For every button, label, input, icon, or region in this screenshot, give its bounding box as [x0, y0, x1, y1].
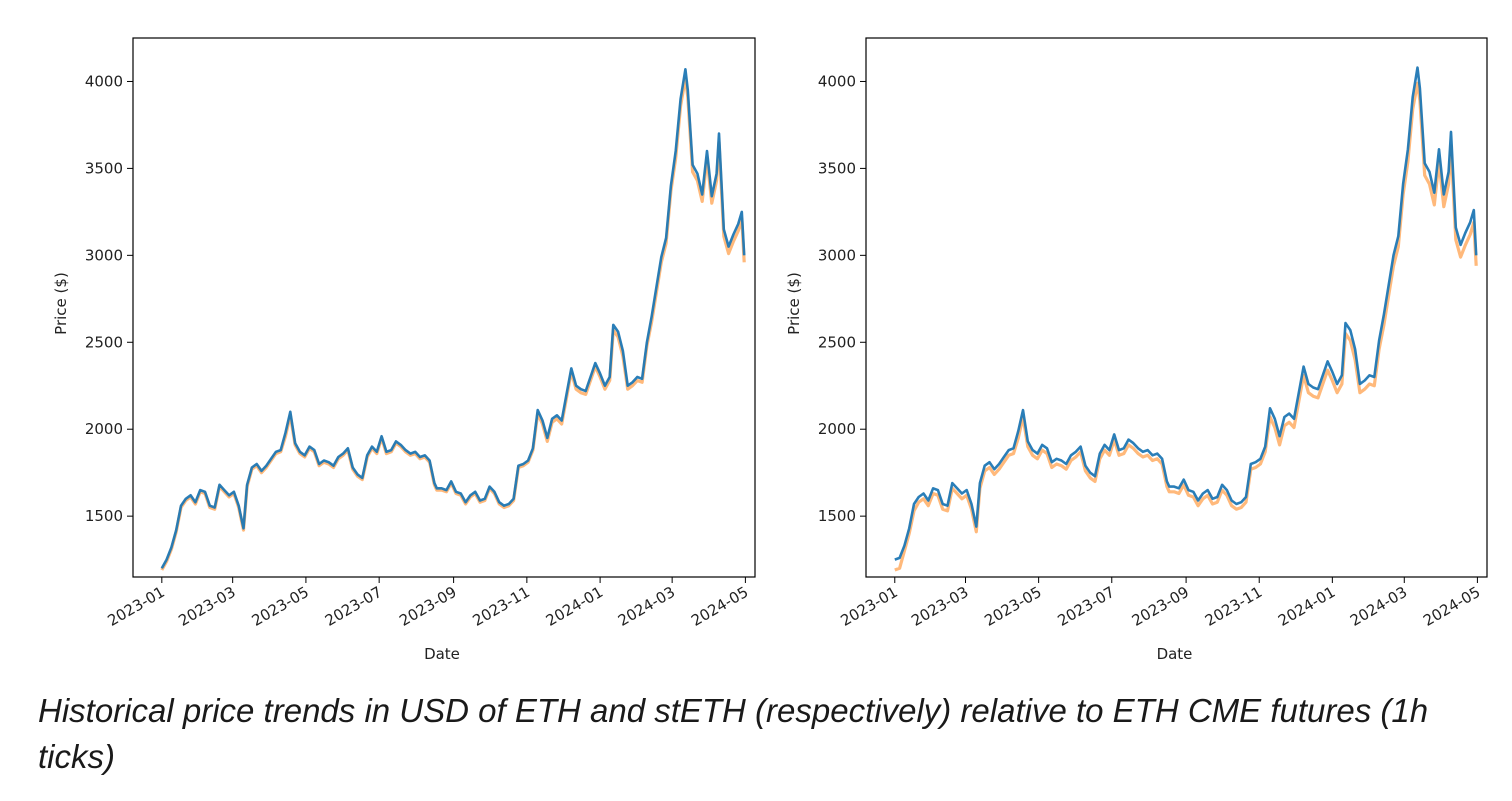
- x-tick-label: 2024-01: [1275, 583, 1338, 630]
- x-tick-label: 2024-01: [543, 583, 606, 630]
- series-line-eth-cme-futures: [160, 76, 746, 571]
- x-tick-label: 2023-05: [981, 583, 1044, 630]
- axes-frame: [132, 37, 756, 578]
- y-tick-label: 1500: [818, 507, 856, 525]
- x-tick-label: 2023-01: [837, 583, 900, 630]
- x-tick-label: 2023-07: [1054, 583, 1117, 630]
- axes-frame: [865, 37, 1488, 578]
- x-tick-label: 2023-01: [105, 583, 168, 630]
- y-tick-label: 2500: [85, 333, 123, 351]
- x-tick-label: 2023-03: [175, 583, 238, 630]
- x-tick-label: 2024-03: [1347, 583, 1410, 630]
- y-tick-label: 4000: [818, 72, 856, 90]
- x-tick-label: 2023-09: [1129, 583, 1192, 630]
- x-tick-label: 2023-05: [249, 583, 312, 630]
- y-tick-label: 3500: [85, 159, 123, 177]
- x-tick-label: 2023-11: [1202, 583, 1265, 630]
- series-line-eth-cme-futures: [894, 81, 1478, 572]
- series-line-eth: [160, 68, 746, 569]
- x-tick-label: 2024-05: [1420, 583, 1483, 630]
- x-tick-label: 2023-07: [322, 583, 385, 630]
- x-tick-label: 2024-05: [688, 583, 751, 630]
- x-tick-label: 2023-11: [470, 583, 533, 630]
- y-tick-label: 2000: [85, 420, 123, 438]
- x-axis-title: Date: [1157, 645, 1193, 663]
- y-tick-label: 4000: [85, 72, 123, 90]
- x-tick-label: 2023-09: [396, 583, 459, 630]
- y-tick-label: 3000: [818, 246, 856, 264]
- y-tick-label: 3000: [85, 246, 123, 264]
- series-line-steth: [894, 66, 1478, 561]
- figure-caption: Historical price trends in USD of ETH an…: [38, 692, 1429, 775]
- y-axis-title: Price ($): [785, 272, 803, 335]
- y-tick-label: 2500: [818, 333, 856, 351]
- y-tick-label: 3500: [818, 159, 856, 177]
- y-tick-label: 2000: [818, 420, 856, 438]
- y-tick-label: 1500: [85, 507, 123, 525]
- x-tick-label: 2023-03: [908, 583, 971, 630]
- y-axis-title: Price ($): [52, 272, 70, 335]
- x-axis-title: Date: [424, 645, 460, 663]
- x-tick-label: 2024-03: [615, 583, 678, 630]
